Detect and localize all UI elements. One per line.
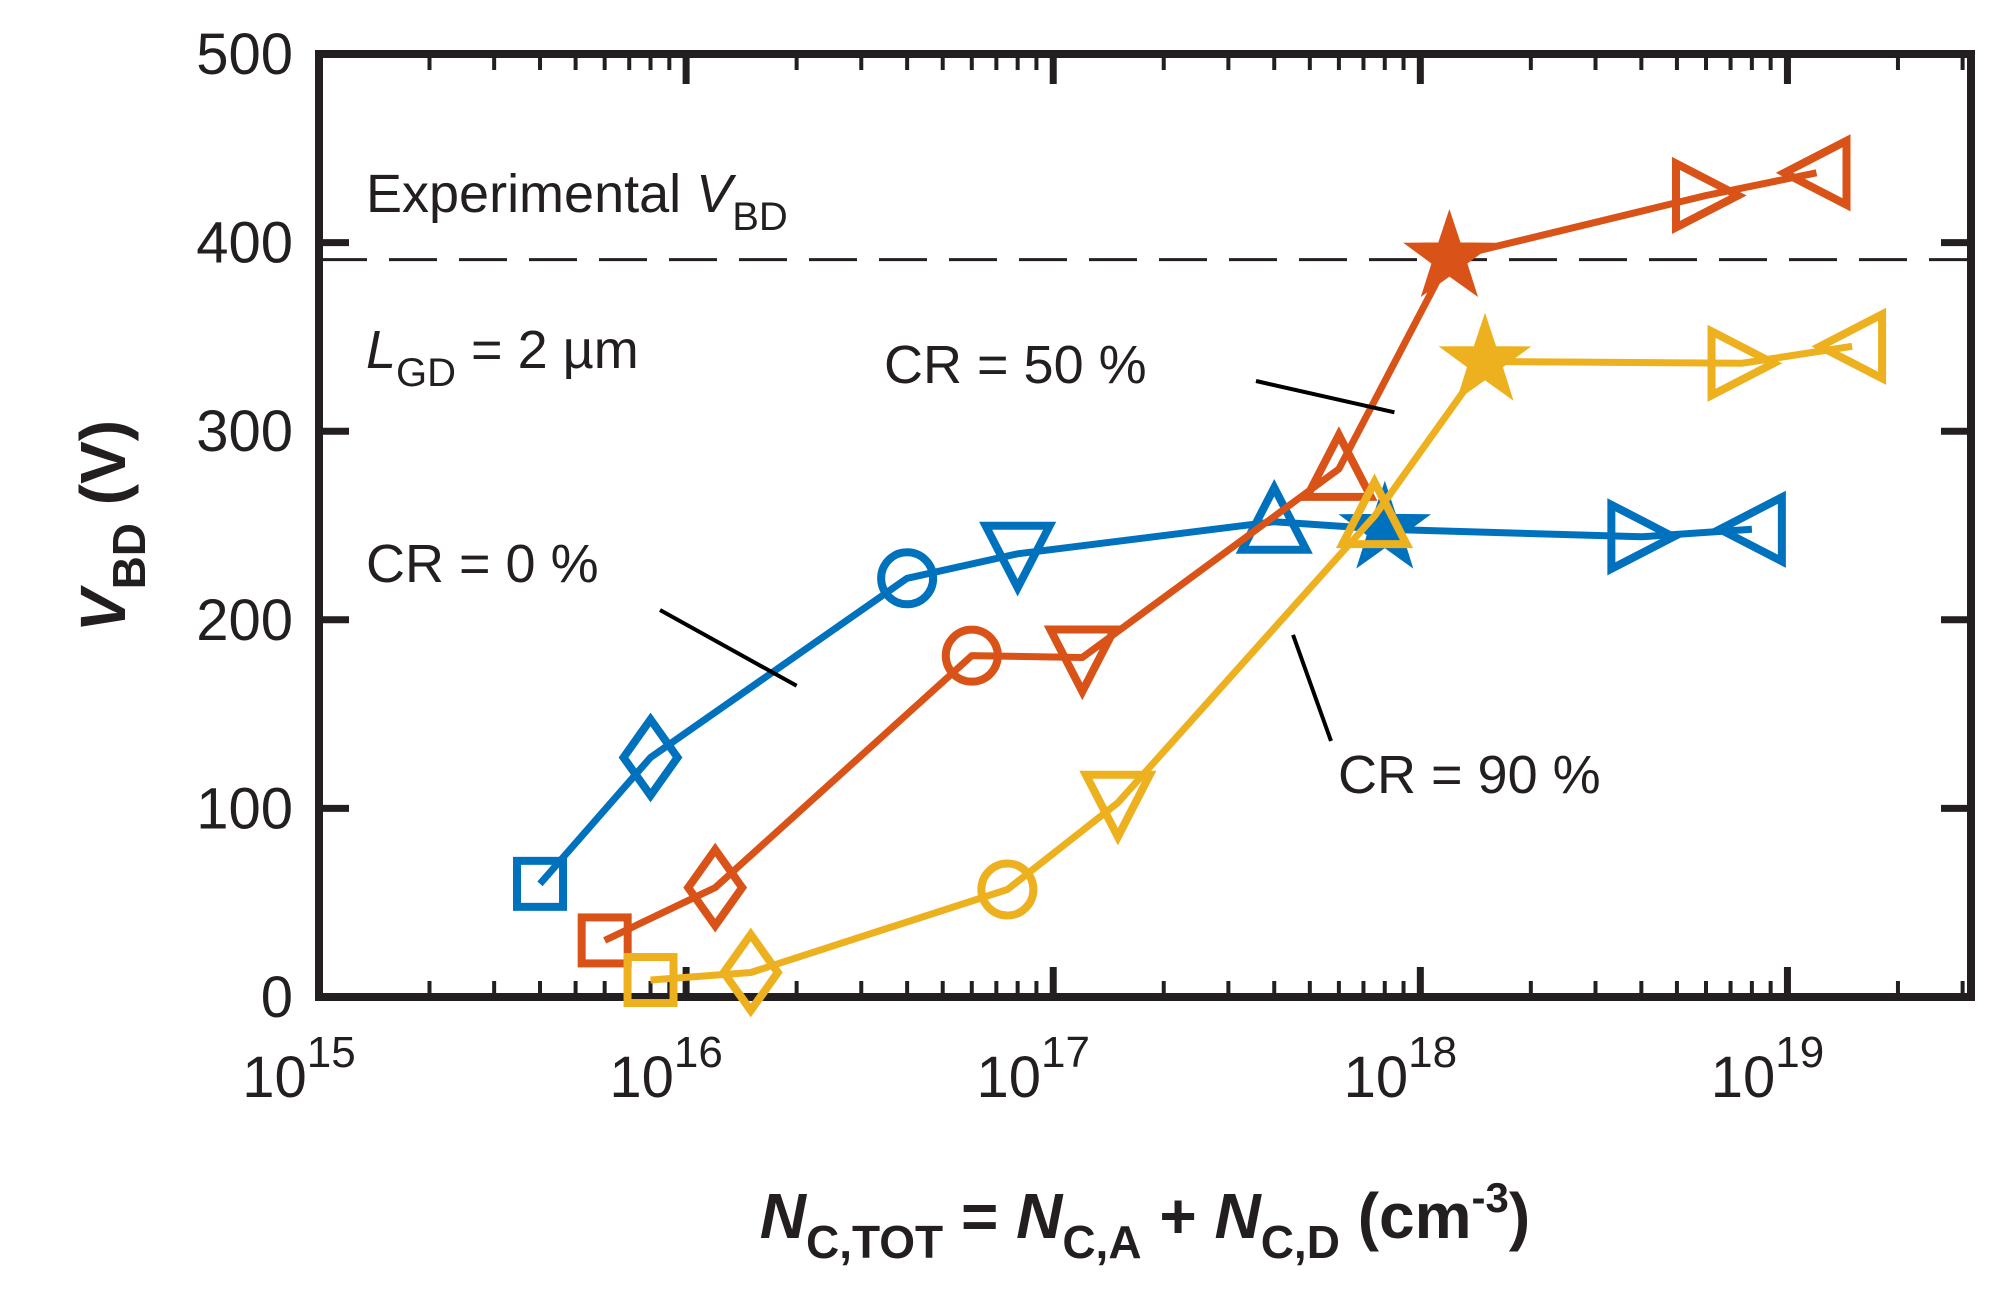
data-point-triangle-right <box>1672 156 1747 235</box>
data-point-triangle-left <box>1775 134 1851 212</box>
data-point-triangle-down <box>1079 770 1157 846</box>
y-axis-title: VBD (V) <box>67 420 155 632</box>
data-point-star <box>1403 209 1496 298</box>
data-point-diamond <box>618 712 683 803</box>
lgd-condition-label: LGD = 2 µm <box>366 320 639 395</box>
data-point-square <box>577 913 632 968</box>
series-line <box>537 518 1753 887</box>
experimental-vbd-label: Experimental VBD <box>366 164 788 239</box>
data-point-square <box>623 953 678 1008</box>
y-tick-label: 200 <box>196 588 293 653</box>
data-point-star <box>1438 312 1532 401</box>
series-line <box>650 342 1853 984</box>
data-point-circle <box>877 548 938 609</box>
series-line <box>603 169 1818 944</box>
annotation-pointer <box>1255 379 1395 415</box>
tick-labels: 0 100 200 300 400 500 1015 1016 1017 1018 1019 <box>196 22 1824 1110</box>
series-2 <box>623 307 1887 1018</box>
data-point-triangle-left <box>1711 490 1786 568</box>
y-tick-label: 400 <box>196 211 293 276</box>
data-point-triangle-up <box>1300 426 1378 501</box>
data-point-triangle-left <box>1811 307 1887 385</box>
cr-50-label: CR = 50 % <box>884 335 1147 395</box>
data-point-triangle-right <box>1607 498 1683 576</box>
annotation-pointer <box>1291 634 1333 742</box>
x-tick-label: 1019 <box>1711 1028 1824 1110</box>
x-tick-label: 1018 <box>1344 1028 1457 1110</box>
y-tick-label: 300 <box>196 399 293 464</box>
cr-0-label: CR = 0 % <box>366 534 599 594</box>
annotation-pointer <box>659 608 798 688</box>
annotation-layer <box>659 379 1395 742</box>
data-point-diamond <box>683 842 748 933</box>
data-point-triangle-down <box>1043 625 1121 701</box>
data-point-circle <box>941 625 1002 686</box>
data-point-diamond <box>718 927 783 1018</box>
x-tick-label: 1015 <box>242 1028 355 1110</box>
series-layer <box>513 134 1887 1018</box>
data-point-square <box>513 856 568 911</box>
series-1 <box>577 134 1851 968</box>
cr-90-label: CR = 90 % <box>1338 745 1601 805</box>
y-tick-label: 100 <box>196 776 293 841</box>
data-point-triangle-down <box>979 521 1057 597</box>
plot-frame <box>315 50 1975 1001</box>
y-tick-label: 0 <box>261 965 293 1030</box>
x-axis-title: NC,TOT = NC,A + NC,D (cm-3) <box>760 1174 1530 1268</box>
y-tick-label: 500 <box>196 22 293 87</box>
x-tick-label: 1017 <box>976 1028 1089 1110</box>
x-tick-label: 1016 <box>609 1028 722 1110</box>
data-point-triangle-right <box>1707 324 1783 402</box>
series-0 <box>513 479 1786 911</box>
data-point-circle <box>977 859 1038 920</box>
data-point-triangle-up <box>1235 479 1313 554</box>
data-point-triangle-up <box>1335 473 1414 549</box>
